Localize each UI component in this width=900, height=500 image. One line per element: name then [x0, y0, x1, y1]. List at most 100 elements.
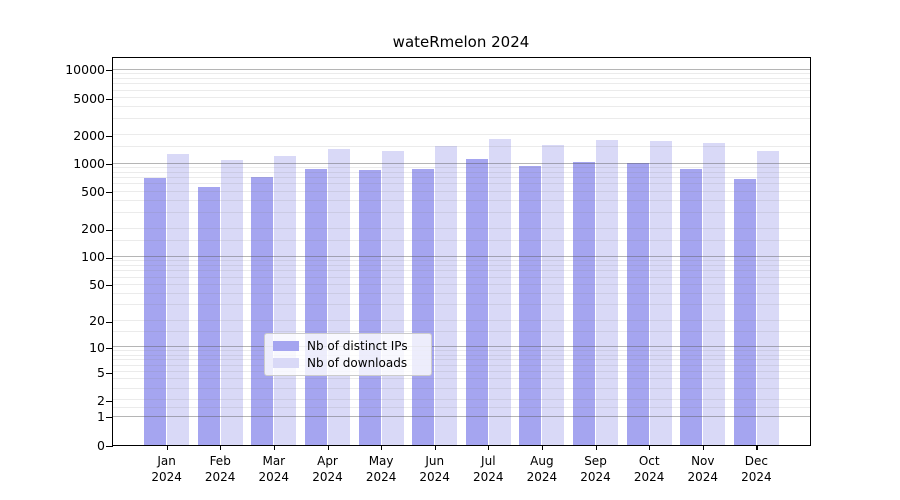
y-tick-label-100: 100 [81, 249, 105, 265]
bar-nb-of-distinct-ips-jun-2024 [412, 168, 435, 445]
legend-item-nb-of-distinct-ips: Nb of distinct IPs [273, 339, 423, 353]
x-tick-year-jul: 2024 [473, 469, 504, 484]
x-tick-label-oct: Oct 2024 [619, 454, 679, 485]
minor-gridline-80 [113, 265, 810, 266]
x-tick-mark-nov [702, 445, 704, 450]
x-tick-mark-apr [327, 445, 329, 450]
minor-gridline-70 [113, 270, 810, 272]
x-tick-month-nov: Nov [691, 454, 715, 468]
x-tick-label-jul: Jul 2024 [458, 454, 518, 485]
minor-gridline-700 [113, 177, 810, 179]
x-tick-mark-sep [595, 445, 597, 450]
legend-label-nb-of-downloads: Nb of downloads [307, 356, 408, 370]
x-tick-year-may: 2024 [365, 469, 397, 484]
minor-gridline-500 [113, 190, 810, 192]
x-tick-label-dec: Dec 2024 [726, 454, 786, 485]
x-tick-month-mar: Mar [262, 454, 286, 468]
x-tick-month-apr: Apr [317, 454, 338, 468]
bar-nb-of-downloads-aug-2024 [542, 145, 565, 445]
y-tick-mark-1000 [106, 164, 113, 166]
y-tick-mark-5 [106, 372, 113, 374]
bar-nb-of-downloads-dec-2024 [756, 151, 779, 445]
x-tick-month-sep: Sep [584, 454, 607, 468]
y-tick-mark-500 [106, 192, 113, 194]
minor-gridline-30 [113, 304, 810, 306]
x-tick-year-aug: 2024 [526, 469, 558, 484]
major-gridline-1 [113, 415, 810, 417]
bar-nb-of-downloads-feb-2024 [220, 160, 243, 445]
x-tick-year-mar: 2024 [258, 469, 290, 484]
x-tick-year-jun: 2024 [419, 469, 450, 484]
minor-gridline-300 [113, 211, 810, 213]
major-gridline-10 [113, 346, 810, 348]
y-tick-mark-0 [106, 445, 113, 447]
y-tick-label-200: 200 [81, 221, 105, 237]
x-tick-label-aug: Aug 2024 [512, 454, 572, 485]
minor-gridline-1500 [113, 146, 810, 148]
y-tick-mark-10000 [106, 70, 113, 72]
minor-gridline-9 [113, 350, 810, 352]
x-tick-mark-aug [541, 445, 544, 450]
legend: Nb of distinct IPs Nb of downloads [264, 333, 432, 376]
y-tick-mark-5000 [106, 98, 113, 100]
minor-gridline-7 [113, 359, 810, 361]
y-tick-mark-20 [106, 321, 113, 323]
x-tick-year-feb: 2024 [204, 469, 236, 484]
minor-gridline-3000 [113, 117, 810, 119]
bar-nb-of-distinct-ips-may-2024 [358, 170, 381, 445]
bar-nb-of-distinct-ips-nov-2024 [680, 168, 703, 445]
major-gridline-1000 [113, 162, 810, 164]
bar-nb-of-distinct-ips-sep-2024 [573, 161, 596, 445]
x-tick-label-jun: Jun 2024 [405, 454, 465, 485]
x-tick-year-dec: 2024 [741, 469, 772, 484]
bar-nb-of-downloads-jan-2024 [167, 153, 190, 445]
minor-gridline-600 [113, 183, 810, 185]
minor-gridline-4 [113, 378, 810, 380]
bar-nb-of-downloads-oct-2024 [649, 140, 672, 445]
legend-swatch-nb-of-distinct-ips [273, 341, 299, 351]
bar-nb-of-distinct-ips-dec-2024 [733, 178, 756, 445]
minor-gridline-40 [113, 292, 810, 294]
minor-gridline-8000 [113, 77, 810, 79]
chart-title: wateRmelon 2024 [392, 33, 530, 51]
major-gridline-100 [113, 256, 810, 257]
minor-gridline-90 [113, 260, 810, 262]
minor-gridline-5000 [113, 97, 810, 98]
minor-gridline-200 [113, 228, 810, 229]
x-tick-month-dec: Dec [744, 454, 768, 468]
x-tick-year-apr: 2024 [312, 469, 343, 484]
minor-gridline-400 [113, 199, 810, 201]
minor-gridline-900 [113, 166, 810, 168]
plot-area [112, 57, 811, 446]
major-gridline-10000 [113, 68, 810, 70]
x-tick-year-sep: 2024 [580, 469, 611, 484]
minor-gridline-50 [113, 283, 810, 285]
y-tick-label-2000: 2000 [73, 127, 105, 143]
minor-gridline-2 [113, 399, 810, 401]
x-tick-month-jul: Jul [481, 454, 496, 468]
y-tick-label-50: 50 [89, 277, 105, 293]
bar-nb-of-downloads-apr-2024 [327, 148, 350, 445]
bar-nb-of-distinct-ips-mar-2024 [251, 176, 274, 445]
y-tick-mark-2000 [106, 135, 113, 137]
y-tick-label-500: 500 [81, 184, 105, 200]
x-tick-month-oct: Oct [638, 454, 660, 468]
y-tick-label-1: 1 [97, 409, 105, 425]
y-tick-label-5: 5 [97, 364, 105, 380]
x-tick-month-aug: Aug [530, 454, 554, 468]
minor-gridline-6 [113, 364, 810, 366]
minor-gridline-7000 [113, 83, 810, 85]
bar-nb-of-distinct-ips-feb-2024 [197, 187, 220, 445]
y-tick-mark-100 [106, 257, 113, 259]
x-tick-month-jun: Jun [425, 454, 445, 468]
y-tick-label-1000: 1000 [73, 156, 105, 172]
x-tick-month-jan: Jan [157, 454, 176, 468]
minor-gridline-3 [113, 387, 810, 389]
y-tick-label-5000: 5000 [73, 90, 105, 106]
bar-nb-of-downloads-may-2024 [381, 150, 404, 445]
minor-gridline-6000 [113, 89, 810, 91]
y-tick-label-20: 20 [89, 313, 105, 329]
x-tick-mark-may [381, 445, 383, 450]
legend-label-nb-of-distinct-ips: Nb of distinct IPs [307, 339, 408, 353]
